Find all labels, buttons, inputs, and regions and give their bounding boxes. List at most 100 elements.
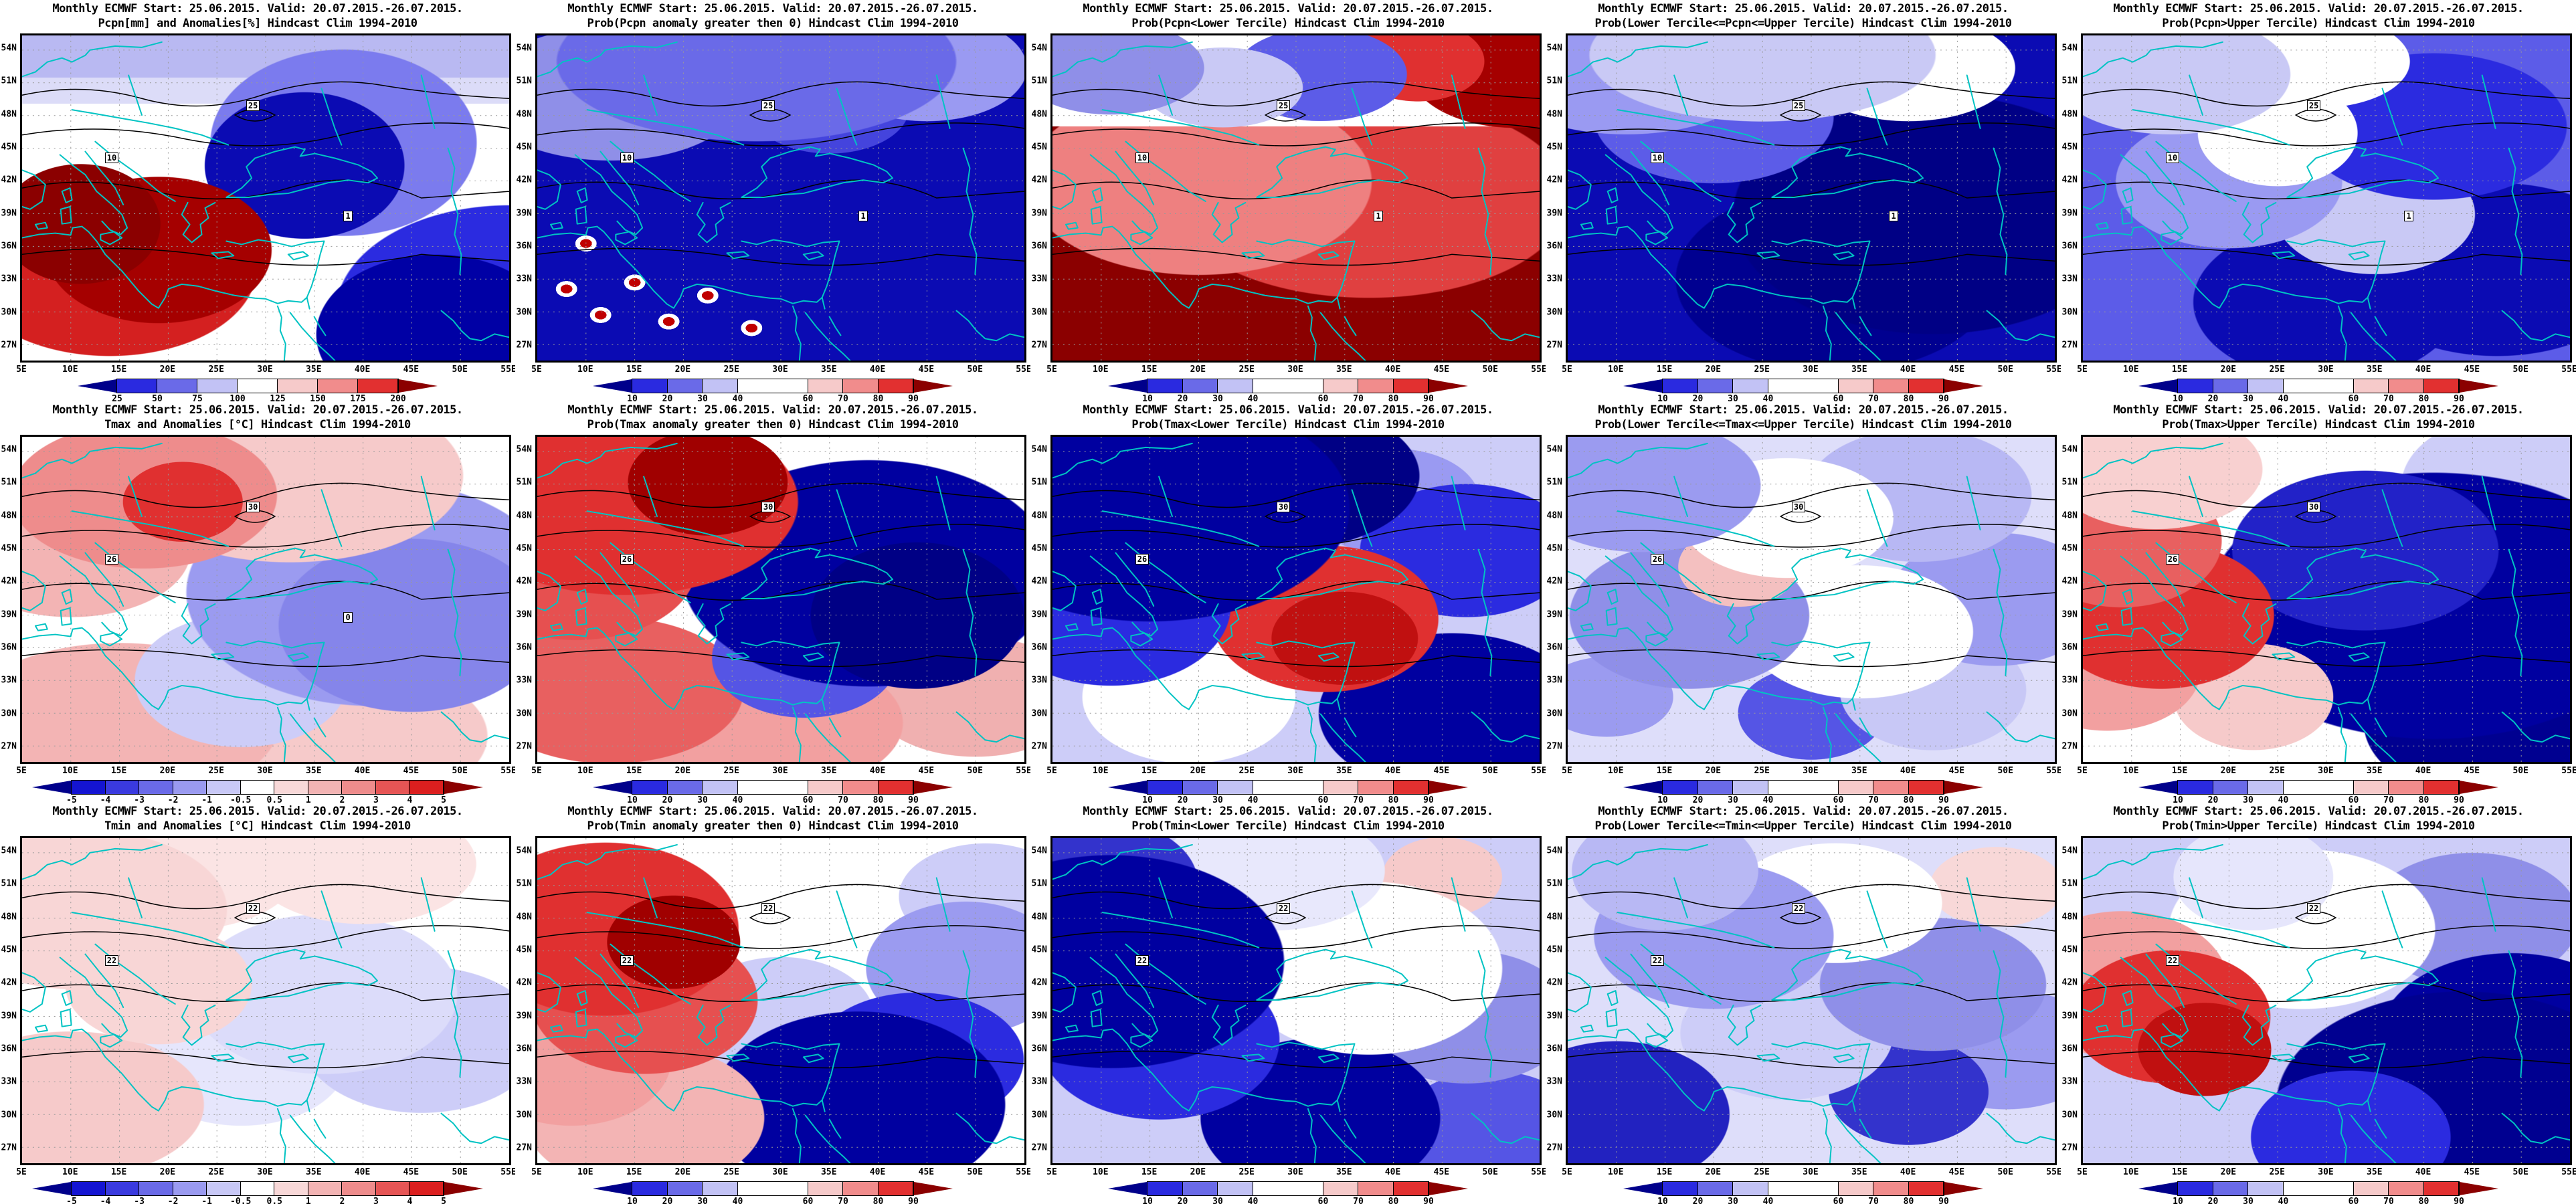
- colorbar-segment: [240, 1182, 275, 1195]
- colorbar-tick-label: 60: [802, 795, 814, 803]
- colorbar-tick-label: 70: [2383, 1197, 2394, 1204]
- lat-tick-label: 45N: [1546, 543, 1562, 554]
- lon-tick-label: 40E: [1900, 365, 1916, 375]
- colorbar-segment: [1323, 1182, 1358, 1195]
- colorbar-tick-label: 20: [1692, 795, 1704, 803]
- lon-tick-label: 15E: [110, 1167, 127, 1177]
- lon-tick-label: 30E: [772, 766, 788, 776]
- lon-tick-label: 35E: [1851, 1167, 1867, 1177]
- lon-tick-label: 50E: [452, 766, 468, 776]
- colorbar-tick-label: 70: [838, 1197, 848, 1204]
- lon-tick-label: 10E: [2123, 1167, 2139, 1177]
- colorbar-tick-label: 10: [1142, 394, 1153, 401]
- colorbar-segment: [1358, 379, 1394, 393]
- lon-tick-label: 5E: [1046, 1167, 1057, 1177]
- lon-tick-label: 15E: [2171, 365, 2188, 375]
- contour-label: 22: [2165, 955, 2180, 966]
- colorbar-tick-label: 80: [1388, 795, 1399, 803]
- colorbar-segment: [238, 379, 278, 393]
- lon-tick-label: 20E: [2220, 1167, 2237, 1177]
- colorbar-arrow-left: [2138, 379, 2177, 393]
- colorbar-segment: [1663, 1182, 1698, 1195]
- panel-title-line1: Monthly ECMWF Start: 25.06.2015. Valid: …: [2113, 805, 2524, 818]
- lon-tick-label: 5E: [16, 365, 27, 375]
- colorbar-segment: [2178, 1182, 2213, 1195]
- lat-tick-label: 36N: [1546, 1043, 1562, 1054]
- lat-tick-label: 45N: [1546, 142, 1562, 153]
- panel-r1c4: Monthly ECMWF Start: 25.06.2015. Valid: …: [1546, 0, 2061, 401]
- lon-tick-label: 35E: [1851, 766, 1867, 776]
- colorbar-segment: [808, 781, 843, 794]
- lat-tick-label: 27N: [1, 1142, 17, 1153]
- colorbar-segment: [1873, 379, 1909, 393]
- colorbar-tick-label: 60: [1317, 394, 1329, 401]
- colorbar-segment: [1147, 1182, 1183, 1195]
- colorbar-tick-label: 25: [112, 394, 122, 401]
- colorbar-segment: [1358, 1182, 1394, 1195]
- contour-label-layer: 22 22: [537, 838, 1024, 1163]
- lat-axis: 54N 51N 48N 45N 42N 39N 36N 33N 30N 27N: [0, 33, 18, 363]
- panel-title-line1: Monthly ECMWF Start: 25.06.2015. Valid: …: [52, 805, 463, 818]
- lon-tick-label: 45E: [403, 365, 420, 375]
- colorbar-arrow-left: [2138, 1182, 2177, 1195]
- lon-tick-label: 30E: [257, 1167, 273, 1177]
- lat-tick-label: 42N: [2061, 576, 2078, 587]
- colorbar-tick-label: 40: [1247, 1197, 1259, 1204]
- colorbar-body: 10 20 30 40 60 70 80 90: [1142, 780, 1434, 803]
- colorbar-segment: [2283, 379, 2354, 393]
- colorbar-segment: [1697, 781, 1733, 794]
- lon-tick-label: 45E: [403, 1167, 420, 1177]
- colorbar-arrow-right: [914, 1182, 953, 1195]
- lon-tick-label: 5E: [2077, 766, 2088, 776]
- panel-title-line1: Monthly ECMWF Start: 25.06.2015. Valid: …: [2113, 403, 2524, 417]
- lat-tick-label: 42N: [2061, 175, 2078, 185]
- lat-tick-label: 36N: [2061, 1043, 2078, 1054]
- contour-label: 22: [620, 955, 634, 966]
- colorbar-tick-label: 60: [1833, 394, 1844, 401]
- lon-tick-label: 25E: [1238, 365, 1255, 375]
- colorbar-tick-label: 30: [1212, 1197, 1223, 1204]
- lat-tick-label: 33N: [1, 1076, 17, 1087]
- colorbar-tick-label: 30: [697, 394, 708, 401]
- contour-label: 25: [1791, 100, 1806, 112]
- colorbar-tick-label: 80: [2418, 1197, 2429, 1204]
- lon-tick-label: 55E: [500, 1167, 515, 1177]
- lat-tick-label: 42N: [1546, 576, 1562, 587]
- lat-tick-label: 36N: [1, 241, 17, 252]
- colorbar-arrow-left: [32, 781, 71, 794]
- lat-tick-label: 36N: [1, 1043, 17, 1054]
- contour-label: 22: [1791, 903, 1806, 914]
- lon-tick-label: 25E: [1754, 766, 1770, 776]
- colorbar-segment: [274, 781, 308, 794]
- panel-r2c5: Monthly ECMWF Start: 25.06.2015. Valid: …: [2061, 401, 2576, 803]
- lon-tick-label: 55E: [2046, 766, 2061, 776]
- lat-tick-label: 39N: [516, 609, 532, 620]
- colorbar-tick-label: 90: [1423, 394, 1434, 401]
- lat-tick-label: 27N: [1031, 741, 1047, 752]
- lat-tick-label: 45N: [1031, 142, 1047, 153]
- colorbar-segment: [1838, 1182, 1873, 1195]
- colorbar-segment: [157, 379, 197, 393]
- panel-r1c3: Monthly ECMWF Start: 25.06.2015. Valid: …: [1030, 0, 1546, 401]
- colorbar-tick-label: 10: [627, 394, 638, 401]
- colorbar-tick-label: 1: [305, 1197, 311, 1204]
- colorbar-arrow-left: [593, 379, 632, 393]
- panel-r3c2: Monthly ECMWF Start: 25.06.2015. Valid: …: [515, 803, 1030, 1204]
- contour-label: 30: [1276, 502, 1291, 513]
- lon-tick-label: 50E: [1482, 365, 1498, 375]
- lon-tick-label: 50E: [1997, 766, 2013, 776]
- colorbar-tick-label: 60: [802, 1197, 814, 1204]
- colorbar-tick-label: 90: [908, 394, 919, 401]
- lon-tick-label: 10E: [62, 365, 78, 375]
- colorbar-segment: [1393, 379, 1429, 393]
- colorbar-tick-label: 10: [1657, 1197, 1668, 1204]
- colorbar-tick-label: 90: [1938, 1197, 1949, 1204]
- lat-tick-label: 27N: [1, 741, 17, 752]
- lat-tick-label: 48N: [1031, 109, 1047, 120]
- lon-tick-label: 25E: [208, 365, 224, 375]
- lat-tick-label: 48N: [1546, 510, 1562, 521]
- lon-tick-label: 40E: [1384, 766, 1401, 776]
- colorbar-segment: [632, 1182, 668, 1195]
- colorbar-prob: 10 20 30 40 60 70 80 90: [1623, 1181, 1983, 1204]
